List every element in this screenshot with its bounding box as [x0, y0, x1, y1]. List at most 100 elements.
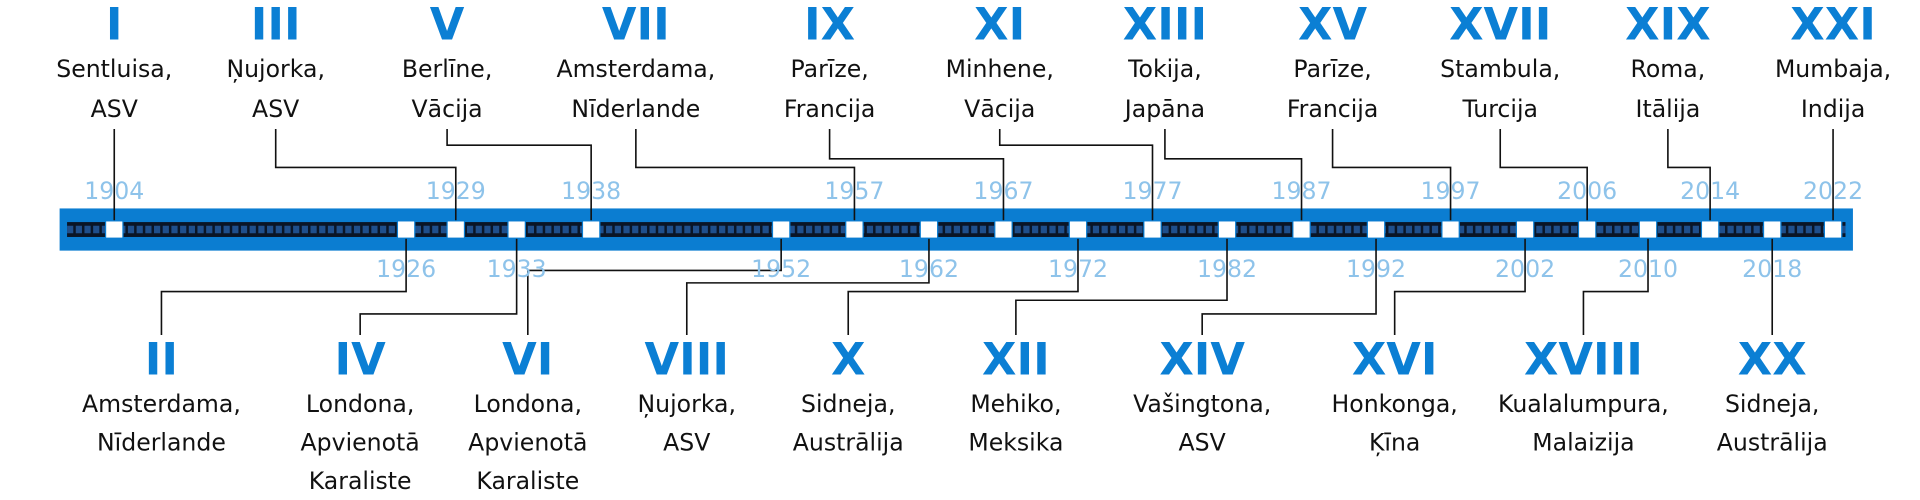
- year-label: 1977: [1122, 177, 1182, 205]
- connector: [635, 129, 856, 230]
- place-label: ASV: [663, 429, 710, 457]
- place-label: Stambula,: [1440, 55, 1560, 83]
- connector: [1015, 229, 1228, 335]
- numeral: XII: [982, 333, 1050, 385]
- connector: [1499, 129, 1588, 230]
- milestone-marker: [1217, 220, 1237, 239]
- place-label: Parīze,: [790, 55, 868, 83]
- numeral: VI: [502, 333, 553, 385]
- place-label: Austrālija: [1717, 429, 1828, 457]
- milestone-marker: [1577, 220, 1597, 239]
- year-label: 1962: [899, 255, 959, 283]
- year-label: 2022: [1803, 177, 1863, 205]
- year-label: 1929: [426, 177, 486, 205]
- place-label: ASV: [1179, 429, 1226, 457]
- numeral: VIII: [645, 333, 729, 385]
- place-label: Turcija: [1461, 95, 1538, 123]
- numeral: XXI: [1790, 0, 1876, 50]
- place-label: Sentluisa,: [56, 55, 172, 83]
- place-label: Berlīne,: [402, 55, 492, 83]
- milestone-marker: [1515, 220, 1535, 239]
- place-label: Tokija,: [1127, 55, 1202, 83]
- place-label: Francija: [784, 95, 875, 123]
- connector: [1393, 229, 1526, 335]
- year-label: 2010: [1618, 255, 1678, 283]
- numeral: XV: [1298, 0, 1367, 50]
- milestone-marker: [1441, 220, 1460, 239]
- year-label: 1997: [1421, 177, 1481, 205]
- numeral: XIII: [1123, 0, 1207, 50]
- place-label: ASV: [252, 95, 299, 123]
- year-label: 1904: [84, 177, 144, 205]
- connector: [847, 229, 1079, 335]
- place-label: Malaizija: [1532, 429, 1634, 457]
- connector: [1164, 129, 1303, 230]
- year-label: 2006: [1557, 177, 1617, 205]
- milestone-marker: [994, 220, 1013, 239]
- year-label: 1982: [1197, 255, 1257, 283]
- place-label: Londona,: [306, 390, 414, 418]
- numeral: V: [430, 0, 465, 50]
- milestone-marker: [581, 220, 601, 239]
- numeral: VII: [602, 0, 670, 50]
- year-label: 1992: [1346, 255, 1406, 283]
- milestone-marker: [1823, 220, 1843, 239]
- numeral: XVIII: [1524, 333, 1643, 385]
- milestone-marker: [845, 220, 864, 239]
- milestone-marker: [1292, 220, 1311, 239]
- milestone-marker: [919, 220, 939, 239]
- numeral: I: [106, 0, 123, 50]
- connector: [274, 129, 457, 230]
- place-label: Kualalumpura,: [1498, 390, 1669, 418]
- place-label: Indija: [1801, 95, 1865, 123]
- year-label: 1972: [1048, 255, 1108, 283]
- milestone-marker: [446, 220, 466, 239]
- place-label: Francija: [1287, 95, 1378, 123]
- place-label: Nīderlande: [571, 95, 700, 123]
- place-label: Roma,: [1631, 55, 1706, 83]
- year-label: 1952: [751, 255, 811, 283]
- year-label: 2018: [1742, 255, 1802, 283]
- place-label: Austrālija: [793, 429, 904, 457]
- numeral: IX: [804, 0, 855, 50]
- place-label: Vašingtona,: [1133, 390, 1271, 418]
- connector: [446, 129, 592, 230]
- place-label: Sidneja,: [801, 390, 895, 418]
- place-label: Karaliste: [309, 467, 412, 495]
- year-label: 1933: [487, 255, 547, 283]
- milestone-marker: [1143, 220, 1162, 239]
- milestone-marker: [104, 220, 124, 239]
- place-label: Sidneja,: [1725, 390, 1819, 418]
- place-label: Ķīna: [1369, 429, 1420, 457]
- year-label: 2014: [1680, 177, 1740, 205]
- milestone-marker: [1638, 220, 1658, 239]
- numeral: XX: [1738, 333, 1807, 385]
- numeral: IV: [335, 333, 387, 385]
- place-label: Mumbaja,: [1775, 55, 1891, 83]
- milestone-marker: [1068, 220, 1088, 239]
- numeral: XIX: [1625, 0, 1711, 50]
- place-label: Mehiko,: [970, 390, 1061, 418]
- numeral: XVII: [1449, 0, 1551, 50]
- place-label: Ņujorka,: [638, 390, 736, 418]
- numeral: XI: [974, 0, 1025, 50]
- place-label: Nīderlande: [97, 429, 226, 457]
- place-label: Amsterdama,: [82, 390, 241, 418]
- connector: [1667, 129, 1711, 230]
- place-label: Amsterdama,: [556, 55, 715, 83]
- place-label: Apvienotā: [301, 429, 420, 457]
- connector: [359, 229, 518, 335]
- connector: [685, 229, 930, 335]
- year-label: 2002: [1495, 255, 1555, 283]
- milestone-marker: [1700, 220, 1720, 239]
- numeral: XVI: [1352, 333, 1438, 385]
- place-label: Minhene,: [946, 55, 1054, 83]
- milestone-marker: [396, 220, 416, 239]
- connector: [1201, 229, 1377, 335]
- numeral: II: [145, 333, 178, 385]
- connector: [160, 229, 407, 335]
- year-label: 1926: [376, 255, 436, 283]
- year-label: 1957: [824, 177, 884, 205]
- year-label: 1967: [973, 177, 1033, 205]
- connector: [828, 129, 1005, 230]
